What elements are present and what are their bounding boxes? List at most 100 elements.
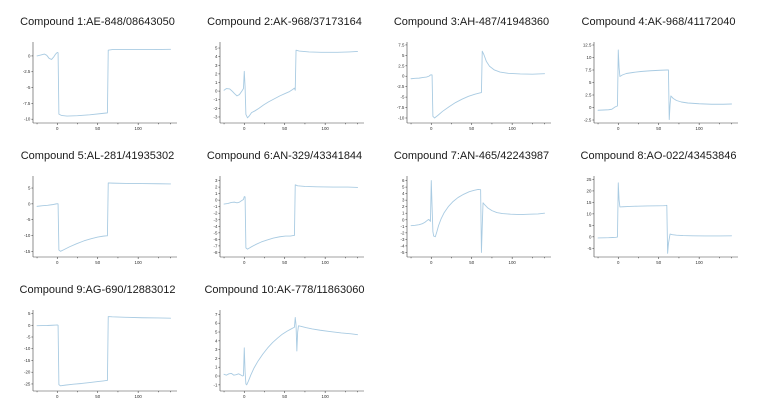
y-tick-label: -5 xyxy=(400,95,404,100)
x-tick-label: 0 xyxy=(243,126,246,131)
y-tick-label: -7 xyxy=(213,243,217,248)
x-tick-label: 50 xyxy=(95,126,100,131)
compound-chart-card: Compound 9:AG-690/12883012 5 0 -5 -10 -15 -20… xyxy=(4,284,191,406)
y-tick-label: -5 xyxy=(26,85,30,90)
x-tick-label: 100 xyxy=(696,126,704,131)
chart-title: Compound 2:AK-968/37173164 xyxy=(207,16,362,28)
y-tick-label: 12.5 xyxy=(583,43,592,48)
y-tick-label: 5 xyxy=(402,185,405,190)
x-tick-label: 100 xyxy=(509,260,517,265)
x-tick-label: 100 xyxy=(696,260,704,265)
y-tick-label: 7 xyxy=(215,312,218,317)
y-tick-label: -5 xyxy=(213,230,217,235)
y-tick-label: -2.5 xyxy=(584,118,592,123)
x-tick-label: 50 xyxy=(656,260,661,265)
y-tick-label: 0 xyxy=(28,53,31,58)
chart-title: Compound 10:AK-778/11863060 xyxy=(204,284,365,296)
response-trace xyxy=(597,182,732,254)
y-tick-label: 5 xyxy=(402,53,405,58)
chart-title: Compound 7:AN-465/42243987 xyxy=(393,150,550,162)
y-tick-label: 2 xyxy=(215,71,218,76)
response-trace xyxy=(223,317,358,386)
y-tick-label: 0 xyxy=(589,234,592,239)
x-tick-label: 0 xyxy=(243,260,246,265)
y-tick-label: -1 xyxy=(213,382,217,387)
y-tick-label: 5 xyxy=(215,330,218,335)
y-tick-label: -1 xyxy=(213,97,217,102)
response-trace xyxy=(597,49,732,120)
x-tick-label: 50 xyxy=(282,260,287,265)
x-tick-label: 100 xyxy=(322,260,330,265)
x-tick-label: 0 xyxy=(617,126,620,131)
y-tick-label: 2.5 xyxy=(585,93,592,98)
y-tick-label: 6 xyxy=(215,321,218,326)
response-trace xyxy=(36,48,171,117)
x-tick-label: 0 xyxy=(243,394,246,399)
y-tick-label: 2 xyxy=(215,185,218,190)
y-tick-label: -7.5 xyxy=(397,105,405,110)
y-tick-label: 10 xyxy=(587,211,592,216)
x-tick-label: 50 xyxy=(469,260,474,265)
x-tick-label: 0 xyxy=(430,126,433,131)
y-tick-label: -1 xyxy=(400,224,404,229)
chart-title: Compound 4:AK-968/41172040 xyxy=(581,16,736,28)
y-tick-label: 4 xyxy=(402,191,405,196)
y-tick-label: 5 xyxy=(589,80,592,85)
sensorgram-plot: 0 -2.5 -5 -7.5 -10 0 50 100 xyxy=(23,42,177,131)
y-tick-label: -15 xyxy=(24,358,31,363)
chart-title: Compound 8:AO-022/43453846 xyxy=(580,150,737,162)
chart-title: Compound 5:AL-281/41935302 xyxy=(20,150,175,162)
y-tick-label: 5 xyxy=(215,46,218,51)
y-tick-label: -8 xyxy=(213,250,217,255)
y-tick-label: -2.5 xyxy=(397,84,405,89)
response-trace xyxy=(36,316,171,387)
y-tick-label: -10 xyxy=(24,233,31,238)
y-tick-label: 0 xyxy=(28,201,31,206)
x-tick-label: 100 xyxy=(322,394,330,399)
response-trace xyxy=(223,184,358,250)
y-tick-label: 0 xyxy=(402,74,405,79)
y-tick-label: 5 xyxy=(28,186,31,191)
x-tick-label: 50 xyxy=(469,126,474,131)
y-tick-label: 0 xyxy=(215,198,218,203)
compound-chart-card: Compound 1:AE-848/08643050 0 -2.5 -5 -7.5 -1… xyxy=(4,16,191,138)
y-tick-label: -3 xyxy=(400,237,404,242)
y-tick-label: -2.5 xyxy=(23,69,31,74)
y-tick-label: -3 xyxy=(213,217,217,222)
y-tick-label: 6 xyxy=(402,178,405,183)
y-tick-label: -1 xyxy=(213,204,217,209)
sensorgram-plot: 12.5 10 7.5 5 2.5 0 -2.5 0 50 100 xyxy=(583,42,738,131)
y-tick-label: 0 xyxy=(215,374,218,379)
y-tick-label: -5 xyxy=(587,246,591,251)
x-tick-label: 0 xyxy=(56,126,59,131)
response-trace xyxy=(410,50,545,119)
y-tick-label: -6 xyxy=(213,237,217,242)
y-tick-label: 3 xyxy=(215,63,218,68)
compound-chart-card: Compound 3:AH-487/41948360 7.5 5 2.5 0 -2.5 -… xyxy=(378,16,565,138)
x-tick-label: 50 xyxy=(95,260,100,265)
y-tick-label: 1 xyxy=(215,191,218,196)
x-tick-label: 100 xyxy=(135,126,143,131)
compound-chart-card: Compound 10:AK-778/11863060 7 6 5 4 3 2 1 0 -1 0 5… xyxy=(191,284,378,406)
y-tick-label: -2 xyxy=(400,230,404,235)
y-tick-label: 0 xyxy=(402,217,405,222)
y-tick-label: 1 xyxy=(215,365,218,370)
compound-chart-card: Compound 5:AL-281/41935302 5 0 -5 -10 -15 0 50… xyxy=(4,150,191,272)
y-tick-label: -5 xyxy=(26,335,30,340)
x-tick-label: 0 xyxy=(617,260,620,265)
y-tick-label: -3 xyxy=(213,114,217,119)
y-tick-label: 2 xyxy=(215,356,218,361)
y-tick-label: 4 xyxy=(215,338,218,343)
y-tick-label: 15 xyxy=(587,200,592,205)
y-tick-label: 4 xyxy=(215,54,218,59)
y-tick-label: -10 xyxy=(398,115,405,120)
chart-title: Compound 6:AN-329/43341844 xyxy=(206,150,363,162)
chart-title: Compound 3:AH-487/41948360 xyxy=(393,16,550,28)
y-tick-label: -2 xyxy=(213,211,217,216)
x-tick-label: 50 xyxy=(656,126,661,131)
sensorgram-plot: 5 4 3 2 1 0 -1 -2 -3 0 50 100 xyxy=(213,42,364,131)
x-tick-label: 100 xyxy=(509,126,517,131)
y-tick-label: 5 xyxy=(589,223,592,228)
